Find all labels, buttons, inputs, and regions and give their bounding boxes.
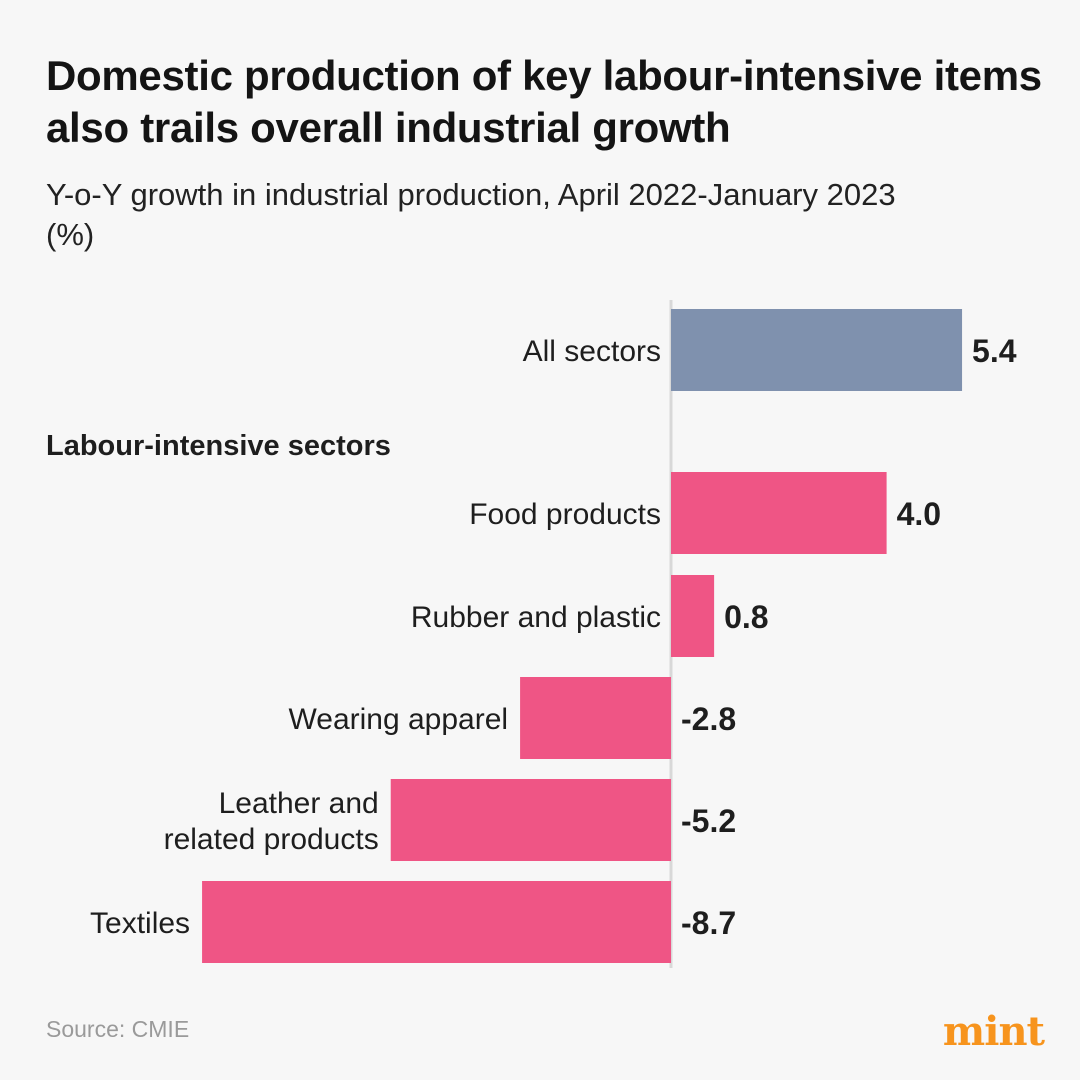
value-label-0: 5.4 [972,333,1017,369]
chart-title: Domestic production of key labour-intens… [46,52,1042,151]
category-label-line: All sectors [523,335,661,368]
chart-subtitle: Y-o-Y growth in industrial production, A… [46,177,896,252]
category-label-line: Food products [469,498,661,531]
category-label-line: Leather and [219,787,379,820]
bar-3 [520,677,671,759]
category-label-line: Textiles [90,907,190,940]
category-label-line: Wearing apparel [288,703,508,736]
category-label-0: All sectors [523,335,661,368]
value-label-2: 0.8 [724,599,768,635]
source-note: Source: CMIE [46,1016,190,1042]
category-label-3: Wearing apparel [288,703,508,736]
group-label: Labour-intensive sectors [46,430,391,462]
bar-2 [671,575,715,657]
value-label-4: -5.2 [681,803,736,839]
value-label-1: 4.0 [897,496,941,532]
bar-5 [202,881,671,963]
category-label-line: related products [164,823,379,856]
category-label-2: Rubber and plastic [411,601,661,634]
category-label-1: Food products [469,498,661,531]
value-label-3: -2.8 [681,701,736,737]
bar-0 [671,309,963,391]
category-label-5: Textiles [90,907,190,940]
bar-4 [390,779,671,861]
bar-1 [671,472,887,554]
value-label-5: -8.7 [681,905,736,941]
category-label-4: Leather and related products [164,787,379,856]
brand-logo: mint [942,1008,1045,1055]
category-label-line: Rubber and plastic [411,601,661,634]
